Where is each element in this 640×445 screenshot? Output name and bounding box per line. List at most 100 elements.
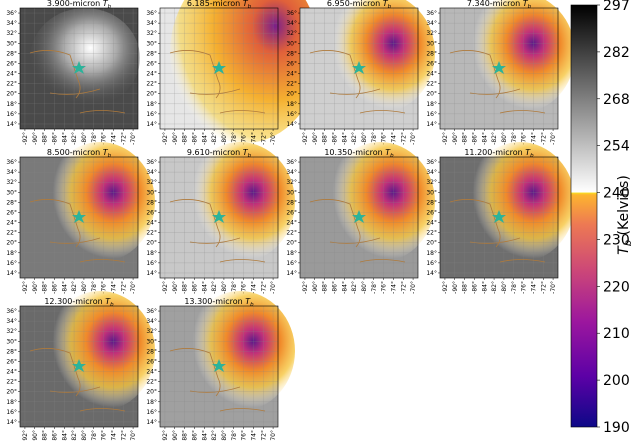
y-tick-label: 14° bbox=[286, 121, 297, 128]
colorbar bbox=[570, 4, 598, 428]
colorbar-tick-label: 282 bbox=[603, 45, 630, 61]
x-tick-label: -80° bbox=[361, 281, 368, 294]
storm-center bbox=[352, 210, 366, 223]
panel-title: 10.350-micron Tb bbox=[324, 148, 394, 159]
y-tick-label: 20° bbox=[146, 91, 157, 98]
y-tick-label: 26° bbox=[6, 60, 17, 67]
y-tick-label: 28° bbox=[6, 348, 17, 355]
x-tick-label: -82° bbox=[71, 132, 78, 145]
y-tick-label: 26° bbox=[146, 60, 157, 67]
x-tick-label: -70° bbox=[270, 281, 277, 294]
y-tick-label: 36° bbox=[6, 10, 17, 17]
y-tick-label: 18° bbox=[6, 399, 17, 406]
cloud bbox=[45, 291, 155, 411]
y-tick-label: 22° bbox=[6, 81, 17, 88]
cloud bbox=[185, 142, 295, 262]
x-tick-label: -76° bbox=[381, 132, 388, 145]
x-tick-label: -88° bbox=[182, 281, 189, 294]
text-part: b bbox=[108, 4, 112, 10]
x-tick-label: -84° bbox=[61, 430, 68, 441]
text-part: T bbox=[245, 297, 251, 306]
y-tick-label: 26° bbox=[146, 358, 157, 365]
x-tick-label: -92° bbox=[22, 132, 29, 145]
y-tick-label: 36° bbox=[426, 159, 437, 166]
x-tick-label: -70° bbox=[410, 132, 417, 145]
y-tick-label: 24° bbox=[426, 71, 437, 78]
x-tick-label: -70° bbox=[550, 132, 557, 145]
y-tick-label: 28° bbox=[426, 50, 437, 57]
x-tick-label: -76° bbox=[101, 281, 108, 294]
y-tick-label: 18° bbox=[426, 250, 437, 257]
y-tick-label: 34° bbox=[426, 20, 437, 27]
x-tick-label: -80° bbox=[81, 430, 88, 441]
y-tick-label: 18° bbox=[6, 101, 17, 108]
text-part: 11.200-micron bbox=[464, 148, 522, 157]
y-tick-label: 26° bbox=[426, 209, 437, 216]
text-part: 7.340-micron bbox=[467, 0, 520, 8]
x-tick-label: -86° bbox=[51, 132, 58, 145]
y-tick-label: 30° bbox=[286, 40, 297, 47]
x-tick-label: -70° bbox=[270, 132, 277, 145]
x-tick-label: -88° bbox=[182, 132, 189, 145]
x-tick-label: -82° bbox=[71, 281, 78, 294]
x-tick-label: -88° bbox=[462, 132, 469, 145]
x-tick-label: -74° bbox=[530, 132, 537, 145]
y-tick-label: 22° bbox=[286, 230, 297, 237]
x-tick-label: -92° bbox=[442, 132, 449, 145]
text-part: T bbox=[243, 148, 249, 157]
panel-title: 13.300-micron Tb bbox=[184, 297, 254, 308]
x-tick-label: -78° bbox=[231, 430, 238, 441]
x-tick-label: -88° bbox=[322, 281, 329, 294]
y-tick-label: 20° bbox=[286, 91, 297, 98]
storm-center bbox=[72, 210, 86, 223]
x-tick-label: -82° bbox=[351, 132, 358, 145]
text-part: T bbox=[523, 0, 529, 8]
panel-frame bbox=[439, 7, 559, 130]
y-tick-label: 32° bbox=[6, 30, 17, 37]
x-tick-label: -70° bbox=[130, 132, 137, 145]
x-tick-label: -90° bbox=[32, 281, 39, 294]
x-tick-label: -74° bbox=[250, 132, 257, 145]
x-tick-label: -80° bbox=[81, 281, 88, 294]
x-tick-label: -74° bbox=[110, 430, 117, 441]
y-tick-label: 14° bbox=[286, 270, 297, 277]
text-part: b bbox=[248, 4, 252, 10]
x-tick-label: -82° bbox=[211, 281, 218, 294]
panel-frame bbox=[19, 7, 139, 130]
x-tick-label: -84° bbox=[341, 132, 348, 145]
storm-center bbox=[492, 61, 506, 74]
text-part: T bbox=[383, 0, 389, 8]
text-part: b bbox=[623, 240, 634, 246]
y-tick-label: 26° bbox=[426, 60, 437, 67]
y-tick-label: 18° bbox=[6, 250, 17, 257]
x-tick-label: -86° bbox=[51, 430, 58, 441]
text-part: b bbox=[530, 153, 534, 159]
x-tick-label: -88° bbox=[42, 281, 49, 294]
y-tick-label: 18° bbox=[426, 101, 437, 108]
y-tick-label: 26° bbox=[286, 60, 297, 67]
y-tick-label: 20° bbox=[426, 91, 437, 98]
x-tick-label: -70° bbox=[130, 430, 137, 441]
y-tick-label: 30° bbox=[426, 189, 437, 196]
y-tick-label: 16° bbox=[146, 111, 157, 118]
y-tick-label: 22° bbox=[426, 230, 437, 237]
x-tick-label: -92° bbox=[302, 281, 309, 294]
y-tick-label: 36° bbox=[146, 159, 157, 166]
x-tick-label: -74° bbox=[110, 132, 117, 145]
x-tick-label: -72° bbox=[400, 281, 407, 294]
y-tick-label: 26° bbox=[146, 209, 157, 216]
text-part: 6.950-micron bbox=[327, 0, 380, 8]
x-tick-label: -90° bbox=[312, 281, 319, 294]
x-tick-label: -84° bbox=[481, 132, 488, 145]
panel-title: 8.500-micron Tb bbox=[47, 148, 112, 159]
text-part: b bbox=[110, 302, 114, 308]
panel-title: 6.950-micron Tb bbox=[327, 0, 392, 10]
panel-frame bbox=[299, 7, 419, 130]
y-tick-label: 14° bbox=[426, 270, 437, 277]
x-tick-label: -72° bbox=[400, 132, 407, 145]
y-tick-label: 16° bbox=[426, 260, 437, 267]
x-tick-label: -92° bbox=[22, 281, 29, 294]
colorbar-tick-label: 190 bbox=[603, 420, 630, 436]
y-tick-label: 36° bbox=[286, 10, 297, 17]
colorbar-tick-label: 200 bbox=[603, 373, 630, 389]
